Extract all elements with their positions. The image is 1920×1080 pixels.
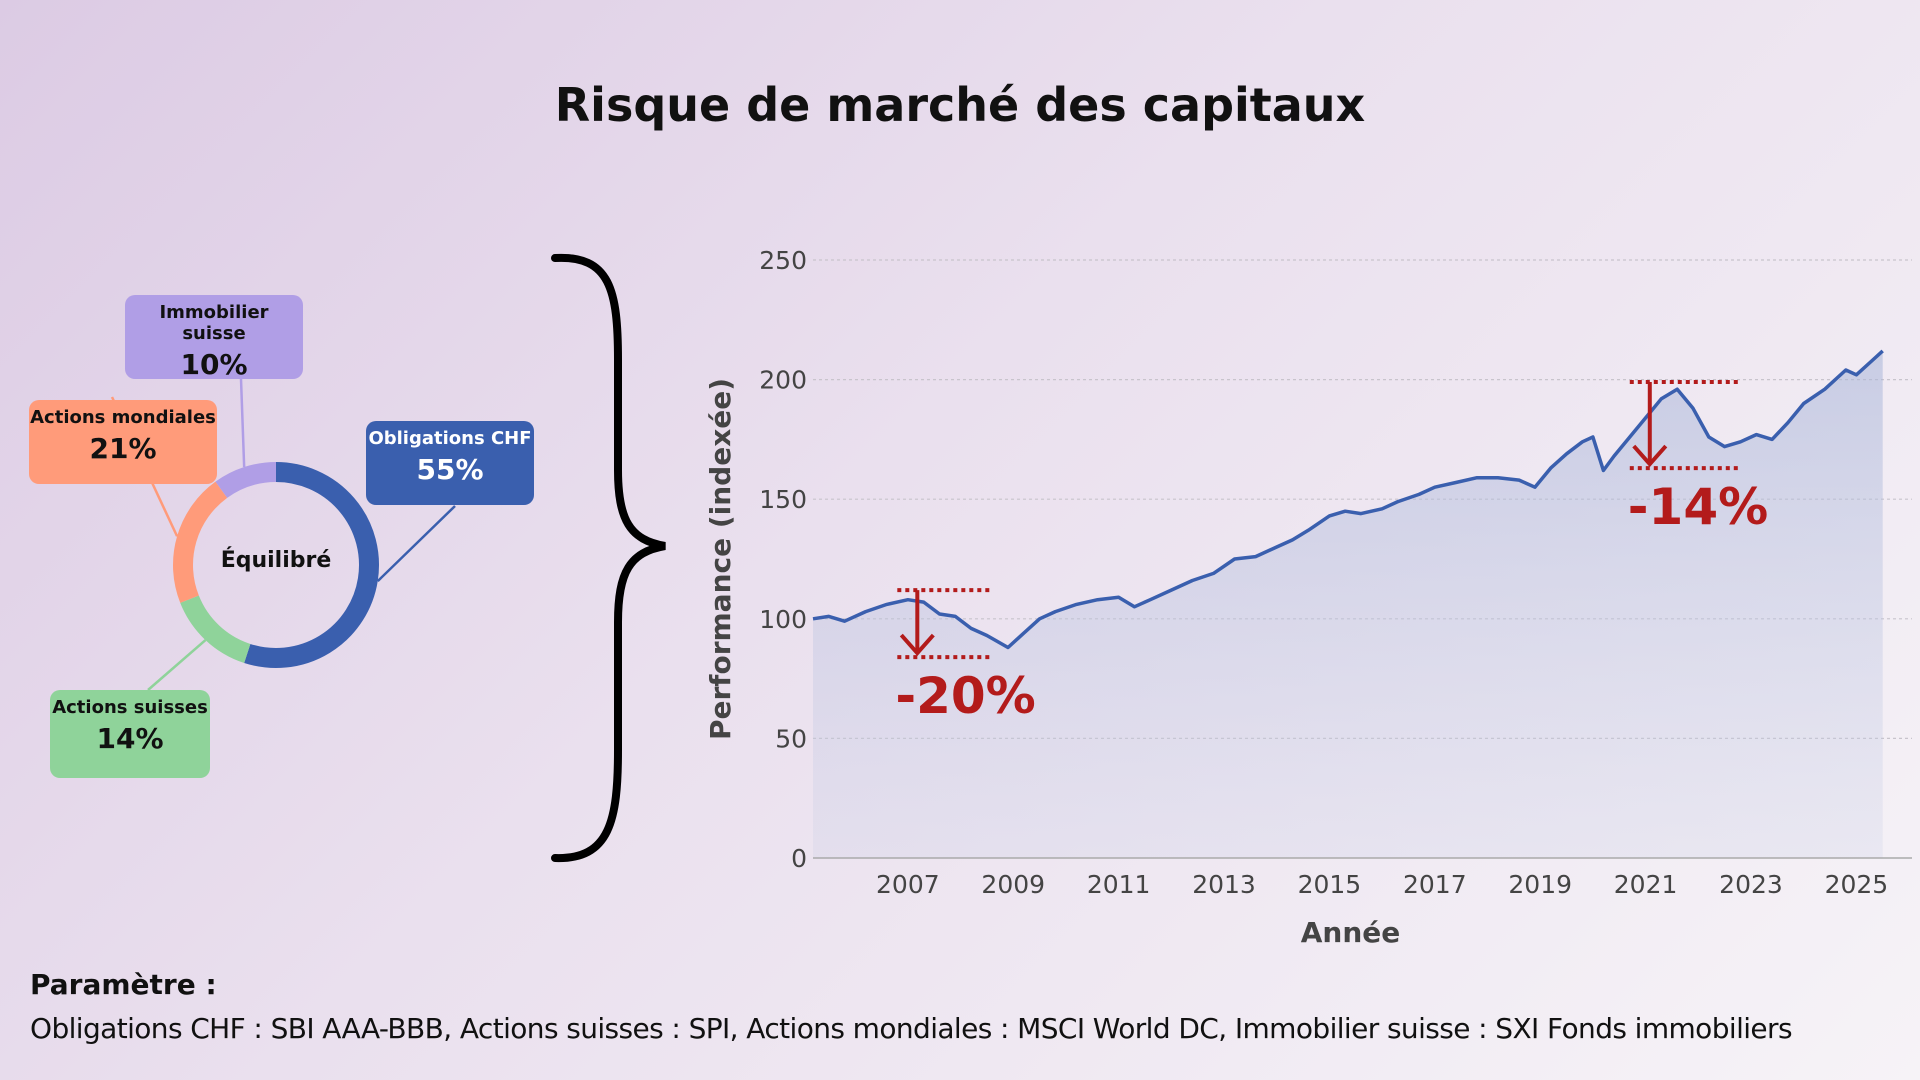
label-name: Actions suisses	[52, 697, 208, 718]
leader-line	[147, 639, 207, 691]
annotation-arrow-head	[899, 633, 935, 657]
label-obligations-chf: Obligations CHF 55%	[366, 421, 534, 505]
allocation-donut	[110, 378, 456, 691]
donut-segment	[173, 481, 228, 603]
y-axis-title: Performance (indexée)	[704, 378, 737, 740]
drawdown-annotation: -20%	[895, 588, 1036, 725]
y-tick-label: 100	[759, 605, 807, 634]
parameters-heading: Paramètre :	[30, 968, 217, 1001]
x-tick-label: 2011	[1087, 870, 1151, 899]
label-immobilier-suisse: Immobilier suisse 10%	[125, 295, 303, 381]
y-tick-label: 200	[759, 366, 807, 395]
y-tick-label: 0	[791, 844, 807, 873]
annotation-label: -20%	[895, 667, 1035, 725]
donut-center-label: Équilibré	[220, 548, 332, 573]
annotation-arrow-head	[1632, 444, 1668, 468]
x-tick-label: 2017	[1403, 870, 1467, 899]
donut-segment	[180, 595, 251, 663]
x-tick-label: 2023	[1719, 870, 1783, 899]
label-actions-mondiales: Actions mondiales 21%	[29, 400, 217, 484]
donut-segment	[215, 462, 277, 499]
page-title: Risque de marché des capitaux	[554, 78, 1366, 132]
x-tick-label: 2021	[1614, 870, 1678, 899]
label-name: Actions mondiales	[30, 407, 216, 428]
label-percent: 10%	[180, 348, 248, 381]
parameters-text: Obligations CHF : SBI AAA-BBB, Actions s…	[30, 1012, 1793, 1045]
x-tick-label: 2015	[1298, 870, 1362, 899]
label-percent: 55%	[416, 453, 484, 486]
donut-segment	[244, 462, 379, 668]
x-tick-label: 2009	[981, 870, 1045, 899]
y-tick-label: 50	[775, 724, 807, 753]
x-tick-label: 2007	[876, 870, 940, 899]
label-percent: 21%	[89, 432, 157, 465]
label-name: Obligations CHF	[368, 428, 532, 449]
x-tick-label: 2019	[1508, 870, 1572, 899]
performance-line	[812, 349, 1884, 650]
performance-area	[813, 350, 1883, 858]
drawdown-annotation: -14%	[1628, 379, 1768, 536]
x-tick-label: 2025	[1825, 870, 1889, 899]
leader-line	[239, 378, 246, 468]
performance-chart: 0 50 100 150 200 250 2007 2009 2011 2013 2015 2017…	[704, 246, 1912, 949]
y-tick-label: 250	[759, 246, 807, 275]
annotation-label: -14%	[1628, 478, 1768, 536]
x-tick-label: 2013	[1192, 870, 1256, 899]
brace-path	[551, 253, 666, 863]
label-percent: 14%	[96, 722, 164, 755]
curly-brace	[551, 253, 666, 863]
leader-line	[376, 505, 456, 583]
label-actions-suisses: Actions suisses 14%	[50, 690, 210, 778]
y-tick-label: 150	[759, 485, 807, 514]
label-name: Immobilier suisse	[159, 302, 269, 344]
x-axis-title: Année	[1301, 916, 1401, 949]
